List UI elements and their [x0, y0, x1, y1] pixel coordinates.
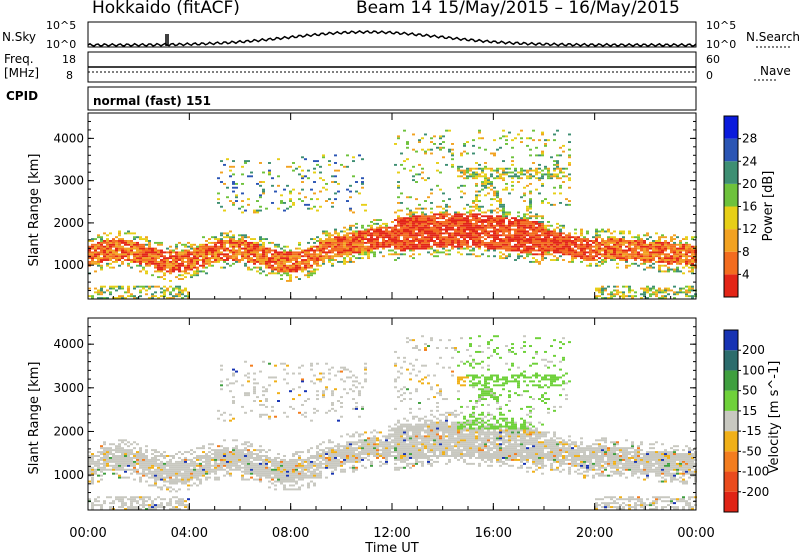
colorbar-swatch [724, 451, 738, 472]
colorbar-swatch [724, 471, 738, 492]
freq-panel [87, 51, 776, 83]
nsky-panel [87, 21, 790, 48]
colorbar-swatch [724, 390, 738, 411]
colorbar-swatch [724, 251, 738, 275]
y-tick-label: 4000 [53, 337, 84, 351]
colorbar-tick-label: 20 [742, 177, 757, 191]
x-axis-label: Time UT [364, 541, 418, 554]
x-tick-label: 20:00 [576, 526, 613, 541]
colorbar-tick-label: 4 [742, 267, 750, 281]
nsearch-label: N.Search [746, 30, 800, 44]
power-colorbar-label: Power [dB] [761, 171, 776, 242]
colorbar-swatch [724, 183, 738, 207]
nave-label: Nave [760, 64, 791, 78]
y-tick-label: 2000 [53, 424, 84, 438]
chart-title-station: Hokkaido (fitACF) [92, 0, 240, 18]
colorbar-tick-label: 12 [742, 222, 757, 236]
y-tick-label: 3000 [53, 174, 84, 188]
colorbar-swatch [724, 350, 738, 371]
colorbar-tick-label: -100 [742, 465, 769, 479]
colorbar-tick-label: 200 [742, 343, 765, 357]
nsky-label: N.Sky [2, 30, 37, 44]
freq-unit-label: [MHz] [4, 66, 40, 80]
chart-title-beam-date: Beam 14 15/May/2015 – 16/May/2015 [356, 0, 680, 18]
colorbar-tick-label: 15 [742, 404, 757, 418]
colorbar-tick-label: -15 [742, 424, 762, 438]
nsearch-tick-bottom: 10^0 [706, 38, 737, 51]
colorbar-tick-label: 28 [742, 132, 757, 146]
cpid-text: normal (fast) 151 [93, 94, 211, 108]
colorbar-swatch [724, 206, 738, 230]
colorbar-swatch [724, 431, 738, 452]
colorbar-swatch [724, 138, 738, 162]
nave-tick-bottom: 0 [706, 69, 713, 82]
colorbar-tick-label: -200 [742, 485, 769, 499]
power-ylabel: Slant Range [km] [27, 154, 42, 267]
nsearch-tick-top: 10^5 [706, 19, 737, 32]
nsky-tick-top: 10^5 [46, 19, 77, 32]
colorbar-tick-label: 100 [742, 363, 765, 377]
freq-label: Freq. [4, 52, 34, 66]
power-colorbar: 4 8 12 16 20 24 28 [723, 115, 757, 298]
velocity-colorbar: 200 100 50 15 -15 -50 -100 -200 [723, 329, 769, 513]
colorbar-tick-label: 16 [742, 200, 757, 214]
colorbar-swatch [724, 370, 738, 391]
freq-tick-bottom: 8 [66, 69, 73, 82]
nsky-tick-bottom: 10^0 [46, 38, 77, 51]
nsky-trace [87, 30, 697, 48]
y-tick-label: 3000 [53, 381, 84, 395]
colorbar-tick-label: 24 [742, 154, 757, 168]
x-tick-label: 16:00 [475, 526, 512, 541]
colorbar-swatch [724, 330, 738, 351]
cpid-label: CPID [6, 89, 39, 103]
nave-tick-top: 60 [706, 53, 720, 66]
colorbar-tick-label: -50 [742, 444, 762, 458]
colorbar-swatch [724, 229, 738, 252]
colorbar-tick-label: 8 [742, 245, 750, 259]
colorbar-swatch [724, 116, 738, 139]
colorbar-swatch [724, 491, 738, 512]
cpid-panel [87, 86, 697, 111]
x-tick-label: 08:00 [272, 526, 309, 541]
x-tick-label: 00:00 [69, 526, 106, 541]
freq-tick-top: 18 [62, 53, 76, 66]
colorbar-swatch [724, 161, 738, 184]
y-tick-label: 1000 [53, 468, 84, 482]
colorbar-tick-label: 50 [742, 384, 757, 398]
y-tick-label: 4000 [53, 131, 84, 145]
y-tick-label: 1000 [53, 258, 84, 272]
y-tick-label: 2000 [53, 216, 84, 230]
colorbar-swatch [724, 274, 738, 297]
velocity-colorbar-label: Velocity [m s^-1] [767, 361, 782, 474]
x-tick-label: 00:00 [677, 526, 714, 541]
velocity-ylabel: Slant Range [km] [27, 362, 42, 475]
x-tick-label: 04:00 [171, 526, 208, 541]
nsky-spike [165, 34, 169, 46]
colorbar-swatch [724, 410, 738, 432]
x-tick-label: 12:00 [373, 526, 410, 541]
velocity-panel: 1000 2000 3000 4000 [53, 317, 697, 511]
power-panel: 1000 2000 3000 4000 [53, 112, 697, 300]
